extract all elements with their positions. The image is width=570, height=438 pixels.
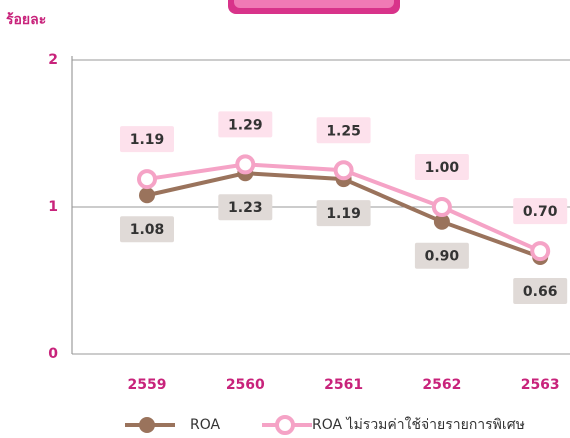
label-box (316, 200, 371, 227)
point (137, 169, 157, 190)
point (530, 241, 551, 262)
x-tick-label: 2560 (226, 377, 265, 393)
legend-label: ROA ไม่รวมค่าใช้จ่ายรายการพิเศษ (312, 416, 525, 433)
data-label: 0.66 (523, 284, 558, 300)
point (333, 160, 354, 181)
label-box (316, 117, 371, 144)
x-tick-label: 2561 (324, 377, 363, 393)
label-box (414, 242, 469, 269)
label-box (513, 198, 568, 225)
point (139, 187, 155, 204)
point (431, 197, 452, 217)
legend-marker (275, 415, 295, 435)
label-box (120, 216, 174, 243)
data-label: 1.19 (130, 132, 165, 148)
x-tick-label: 2559 (128, 377, 167, 393)
legend-label: ROA (190, 417, 221, 433)
data-label: 0.90 (425, 249, 460, 265)
label-box (218, 194, 273, 221)
y-tick-label: 0 (48, 346, 58, 362)
data-label: 1.23 (228, 200, 263, 216)
label-box (513, 277, 568, 304)
point (235, 154, 256, 175)
point (433, 213, 450, 230)
data-label: 1.25 (326, 123, 361, 139)
legend-marker (139, 417, 155, 433)
data-label: 0.70 (523, 204, 558, 220)
label-box (414, 154, 469, 180)
data-label: 1.08 (130, 222, 165, 238)
data-label: 1.29 (228, 117, 263, 133)
x-tick-label: 2563 (521, 377, 560, 393)
label-box (120, 126, 174, 153)
x-tick-label: 2562 (422, 377, 461, 393)
y-axis-label: ร้อยละ (6, 12, 46, 28)
data-label: 1.19 (326, 206, 361, 222)
y-tick-label: 1 (48, 199, 58, 215)
y-tick-label: 2 (48, 52, 58, 68)
header-tab-inner (234, 0, 394, 8)
data-label: 1.00 (425, 160, 460, 176)
label-box (218, 111, 273, 138)
